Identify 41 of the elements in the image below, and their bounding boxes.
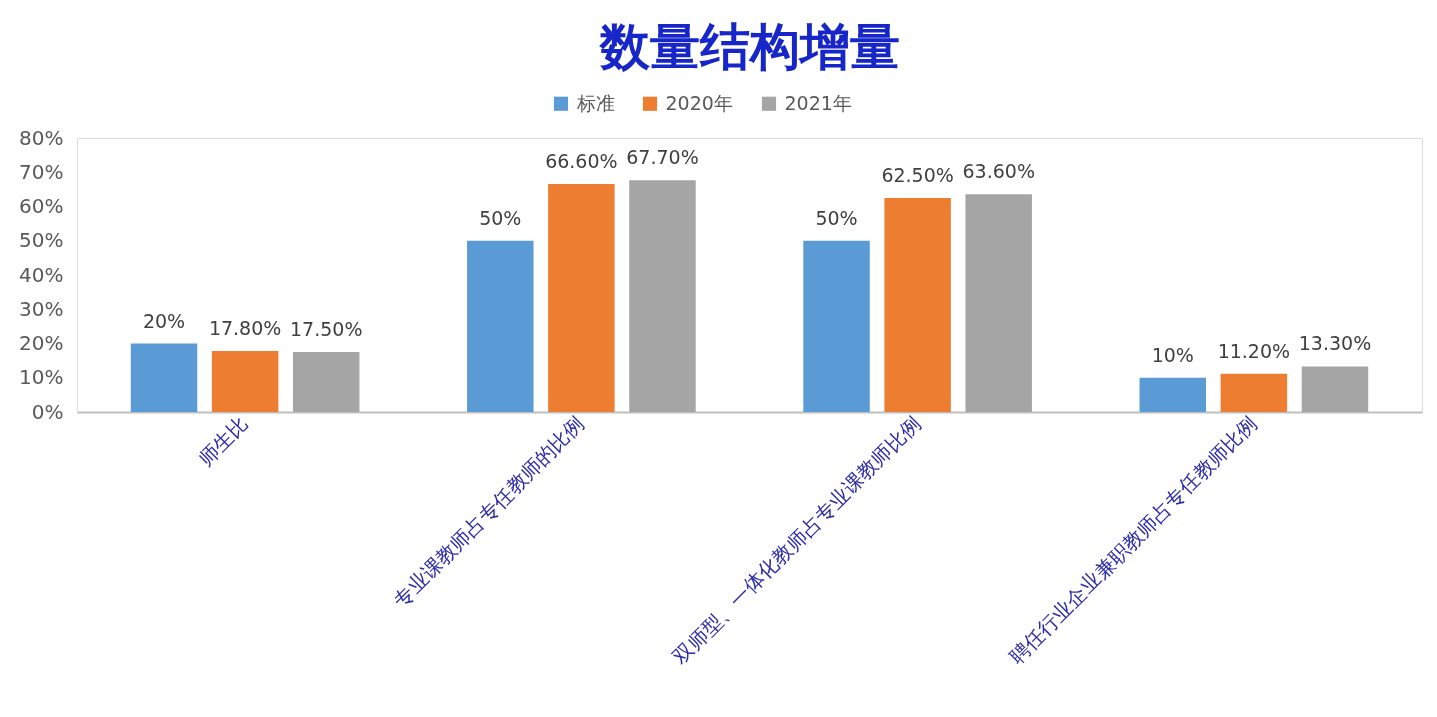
bar bbox=[965, 194, 1032, 412]
bar bbox=[467, 240, 534, 412]
data-label: 63.60% bbox=[962, 160, 1035, 183]
data-label: 66.60% bbox=[545, 149, 618, 172]
data-label: 67.70% bbox=[626, 146, 699, 169]
data-label: 13.30% bbox=[1298, 332, 1372, 355]
y-tick-label: 50% bbox=[19, 228, 64, 253]
data-label: 17.80% bbox=[208, 317, 282, 340]
x-tick-label: 双师型、一体化教师占专业课教师比例 bbox=[668, 411, 926, 669]
data-label: 62.50% bbox=[881, 163, 954, 186]
x-tick-label: 聘任行业企业兼职教师占专任教师比例 bbox=[1004, 411, 1262, 669]
bar bbox=[548, 183, 615, 412]
y-tick-label: 40% bbox=[19, 262, 64, 287]
y-tick-label: 10% bbox=[19, 365, 64, 390]
y-tick-label: 70% bbox=[19, 159, 64, 184]
data-label: 50% bbox=[815, 206, 858, 229]
bar bbox=[130, 343, 198, 412]
y-tick-label: 20% bbox=[19, 331, 64, 355]
data-label: 20% bbox=[142, 309, 186, 332]
legend-label: 标准 bbox=[575, 91, 615, 114]
legend-label: 2021年 bbox=[784, 91, 852, 114]
y-tick-label: 0% bbox=[31, 399, 64, 424]
data-label: 50% bbox=[479, 206, 522, 229]
y-tick-label: 60% bbox=[19, 194, 64, 218]
bar bbox=[1301, 366, 1369, 412]
bar bbox=[803, 240, 870, 412]
legend-label: 2020年 bbox=[665, 91, 733, 114]
bar bbox=[211, 351, 279, 412]
data-label: 11.20% bbox=[1217, 339, 1291, 362]
data-label: 10% bbox=[1151, 343, 1194, 366]
bar bbox=[1220, 373, 1288, 412]
y-tick-label: 30% bbox=[19, 296, 64, 321]
bar bbox=[292, 352, 360, 412]
bar bbox=[629, 180, 696, 412]
data-label: 17.50% bbox=[289, 318, 363, 341]
y-tick-label: 80% bbox=[19, 125, 64, 150]
chart-title: 数量结构增量 bbox=[598, 17, 900, 76]
bar bbox=[1139, 377, 1207, 412]
x-tick-label: 专业课教师占专任教师的比例 bbox=[388, 411, 590, 613]
bar bbox=[884, 197, 951, 412]
x-tick-label: 师生比 bbox=[193, 411, 253, 471]
